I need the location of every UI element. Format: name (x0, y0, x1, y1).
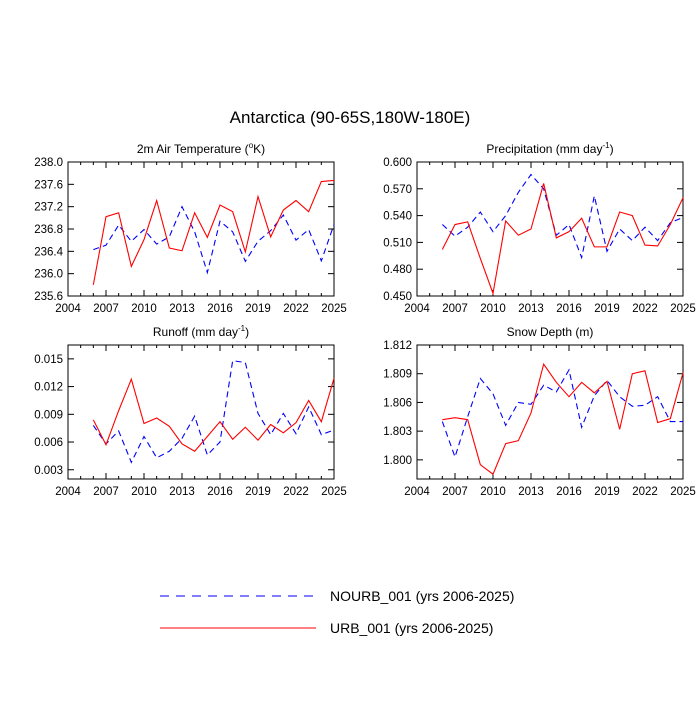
x-tick-label-2-4: 2016 (207, 486, 233, 498)
panel-title-text-1: Precipitation (mm day (486, 142, 602, 156)
series-line-urb-001-0 (92, 179, 335, 285)
series-line-urb-001-3 (442, 362, 684, 476)
legend-label-urb: URB_001 (yrs 2006-2025) (330, 620, 493, 636)
legend-label-nourb: NOURB_001 (yrs 2006-2025) (330, 588, 514, 604)
y-tick-label-0-0: 235.6 (34, 291, 63, 303)
y-tick-label-0-4: 237.2 (34, 202, 63, 214)
panel-title-suffix-0: K) (253, 142, 265, 156)
figure-title: Antarctica (90-65S,180W-180E) (230, 108, 471, 127)
y-tick-label-1-1: 0.480 (383, 264, 412, 276)
y-tick-label-3-4: 1.812 (383, 340, 412, 352)
panels: 2m Air Temperature (oK) 2004 2007 2010 2013 2… (34, 141, 696, 498)
x-tick-label-2-1: 2007 (93, 486, 119, 498)
x-tick-label-1-1: 2007 (442, 303, 468, 315)
x-tick-label-3-7: 2025 (670, 486, 696, 498)
x-tick-label-0-7: 2025 (321, 303, 347, 315)
y-tick-label-0-1: 236.0 (34, 269, 63, 281)
x-tick-label-3-5: 2019 (594, 486, 620, 498)
x-tick-label-0-0: 2004 (55, 303, 81, 315)
x-tick-label-3-6: 2022 (632, 486, 658, 498)
x-tick-label-3-0: 2004 (404, 486, 430, 498)
y-tick-label-2-0: 0.003 (34, 465, 63, 477)
panel-title-text-3: Snow Depth (m) (507, 325, 594, 339)
panel-title-1: Precipitation (mm day-1) (486, 141, 613, 156)
x-tick-label-0-6: 2022 (283, 303, 309, 315)
panel-title-text-0: 2m Air Temperature ( (137, 142, 249, 156)
x-tick-label-1-4: 2016 (556, 303, 582, 315)
series-line-nourb-001-0 (93, 205, 335, 275)
x-tick-label-3-3: 2013 (518, 486, 544, 498)
panel-2: Runoff (mm day-1) 2004 2007 2010 2013 2016 201… (34, 324, 347, 498)
x-tick-label-2-7: 2025 (321, 486, 347, 498)
panel-title-suffix-2: ) (245, 325, 249, 339)
x-tick-label-0-5: 2019 (245, 303, 271, 315)
panel-frame-2 (67, 344, 335, 480)
series-line-nourb-001-2 (92, 360, 335, 464)
panel-title-sup-2: -1 (238, 324, 246, 333)
y-tick-label-0-2: 236.4 (34, 246, 63, 258)
x-tick-label-2-6: 2022 (283, 486, 309, 498)
x-tick-label-1-3: 2013 (518, 303, 544, 315)
panel-3: Snow Depth (m) 2004 2007 2010 2013 2016 2019 20… (383, 325, 696, 498)
x-tick-label-2-0: 2004 (55, 486, 81, 498)
y-tick-label-1-5: 0.600 (383, 157, 412, 169)
y-tick-label-1-0: 0.450 (383, 291, 412, 303)
x-tick-label-0-3: 2013 (169, 303, 195, 315)
panel-frame-3 (416, 344, 684, 480)
y-tick-label-2-2: 0.009 (34, 409, 63, 421)
x-tick-label-1-2: 2010 (480, 303, 506, 315)
panel-title-0: 2m Air Temperature (oK) (137, 141, 265, 156)
x-tick-label-2-5: 2019 (245, 486, 271, 498)
x-tick-label-1-0: 2004 (404, 303, 430, 315)
panel-frame-1 (416, 161, 684, 297)
x-tick-label-1-5: 2019 (594, 303, 620, 315)
y-tick-label-2-3: 0.012 (34, 382, 63, 394)
y-tick-label-2-1: 0.006 (34, 437, 63, 449)
x-tick-label-2-3: 2013 (169, 486, 195, 498)
panel-title-sup-1: -1 (602, 141, 610, 150)
series-line-urb-001-2 (92, 377, 335, 452)
legend: NOURB_001 (yrs 2006-2025) URB_001 (yrs 2… (160, 588, 514, 636)
x-tick-label-0-4: 2016 (207, 303, 233, 315)
panel-frame-0 (67, 161, 335, 297)
y-tick-label-0-5: 237.6 (34, 179, 63, 191)
series-line-nourb-001-3 (441, 368, 683, 459)
x-tick-label-1-7: 2025 (670, 303, 696, 315)
panel-title-2: Runoff (mm day-1) (153, 324, 249, 339)
panel-title-suffix-1: ) (610, 142, 614, 156)
x-tick-label-0-1: 2007 (93, 303, 119, 315)
series-line-urb-001-1 (441, 183, 684, 296)
x-tick-label-3-4: 2016 (556, 486, 582, 498)
panel-title-sup-0: o (249, 141, 254, 150)
y-tick-label-3-3: 1.809 (383, 369, 412, 381)
x-tick-label-2-2: 2010 (131, 486, 157, 498)
y-tick-label-0-3: 236.8 (34, 224, 63, 236)
y-tick-label-1-3: 0.540 (383, 211, 412, 223)
y-tick-label-3-2: 1.806 (383, 397, 412, 409)
panel-title-3: Snow Depth (m) (507, 325, 594, 339)
y-tick-label-3-1: 1.803 (383, 426, 412, 438)
y-tick-label-3-0: 1.800 (383, 455, 412, 467)
panel-0: 2m Air Temperature (oK) 2004 2007 2010 2013 2… (34, 141, 347, 315)
y-tick-label-2-4: 0.015 (34, 354, 63, 366)
panel-1: Precipitation (mm day-1) 2004 2007 2010 2013… (383, 141, 696, 315)
panel-title-text-2: Runoff (mm day (153, 325, 238, 339)
y-tick-label-1-4: 0.570 (383, 184, 412, 196)
x-tick-label-0-2: 2010 (131, 303, 157, 315)
x-tick-label-3-2: 2010 (480, 486, 506, 498)
y-tick-label-0-6: 238.0 (34, 157, 63, 169)
series-line-nourb-001-1 (441, 173, 684, 260)
x-tick-label-3-1: 2007 (442, 486, 468, 498)
x-tick-label-1-6: 2022 (632, 303, 658, 315)
y-tick-label-1-2: 0.510 (383, 237, 412, 249)
